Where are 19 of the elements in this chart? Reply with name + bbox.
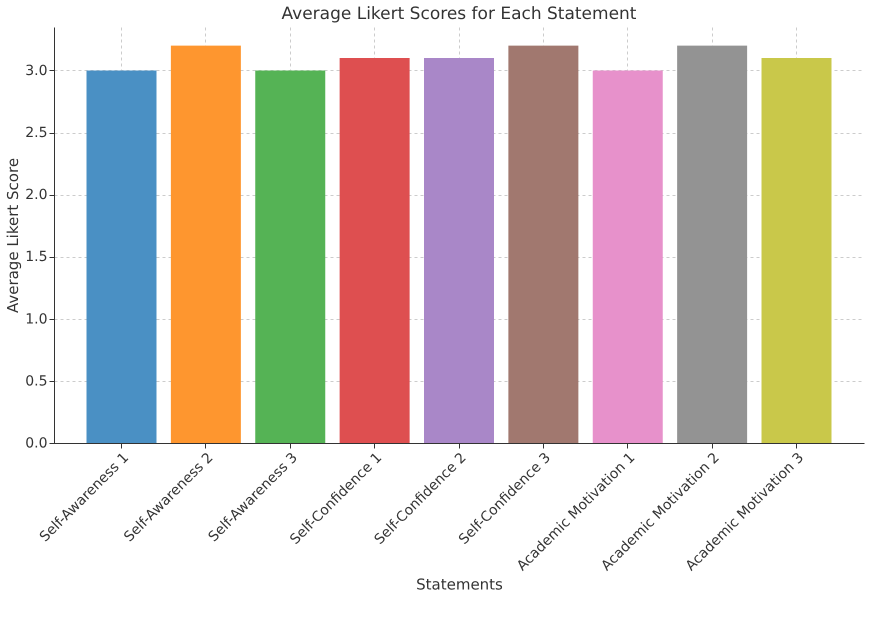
bar [762, 58, 832, 443]
y-tick-label: 3.0 [25, 62, 48, 79]
chart-title: Average Likert Scores for Each Statement [282, 4, 637, 24]
bar [508, 46, 578, 443]
bar [86, 70, 156, 443]
y-axis-title: Average Likert Score [4, 158, 22, 314]
x-axis-title: Statements [416, 575, 504, 594]
bar [677, 46, 748, 443]
bar [424, 58, 494, 443]
bar [340, 58, 410, 443]
y-tick-label: 2.0 [25, 187, 48, 204]
y-tick-label: 0.5 [25, 373, 48, 390]
bar [255, 70, 326, 443]
bar [592, 70, 663, 443]
y-tick-label: 2.5 [25, 125, 48, 142]
y-tick-label: 0.0 [25, 436, 48, 452]
bar [170, 46, 241, 443]
y-tick-label: 1.0 [25, 311, 48, 328]
y-tick-label: 1.5 [25, 249, 48, 266]
